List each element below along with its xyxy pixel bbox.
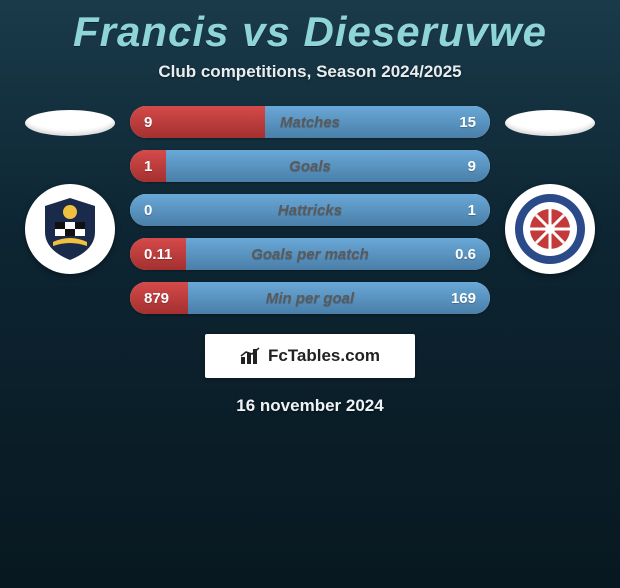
right-club-badge	[505, 184, 595, 274]
chart-icon	[240, 347, 262, 365]
stat-bar: 879Min per goal169	[130, 282, 490, 314]
stats-bars: 9Matches15 1Goals9 0Hattricks1 0.11Goals pe…	[130, 106, 490, 314]
stat-right-value: 15	[430, 114, 490, 131]
stat-right-value: 9	[430, 158, 490, 175]
left-flag-icon	[25, 110, 115, 136]
page-title: Francis vs Dieseruvwe	[0, 8, 620, 56]
brand-banner[interactable]: FcTables.com	[205, 334, 415, 378]
page-subtitle: Club competitions, Season 2024/2025	[0, 62, 620, 82]
hartlepool-badge-icon	[513, 192, 587, 266]
stat-right-value: 169	[430, 290, 490, 307]
right-flag-icon	[505, 110, 595, 136]
left-player-column	[20, 106, 120, 274]
stat-right-value: 0.6	[430, 246, 490, 263]
date-line: 16 november 2024	[0, 396, 620, 416]
stat-bar: 9Matches15	[130, 106, 490, 138]
stat-right-value: 1	[430, 202, 490, 219]
brand-text: FcTables.com	[268, 346, 380, 366]
stat-bar: 0Hattricks1	[130, 194, 490, 226]
right-player-column	[500, 106, 600, 274]
left-club-badge	[25, 184, 115, 274]
stat-bar: 0.11Goals per match0.6	[130, 238, 490, 270]
stat-bar: 1Goals9	[130, 150, 490, 182]
eastleigh-badge-icon	[35, 194, 105, 264]
comparison-layout: 9Matches15 1Goals9 0Hattricks1 0.11Goals pe…	[0, 106, 620, 314]
